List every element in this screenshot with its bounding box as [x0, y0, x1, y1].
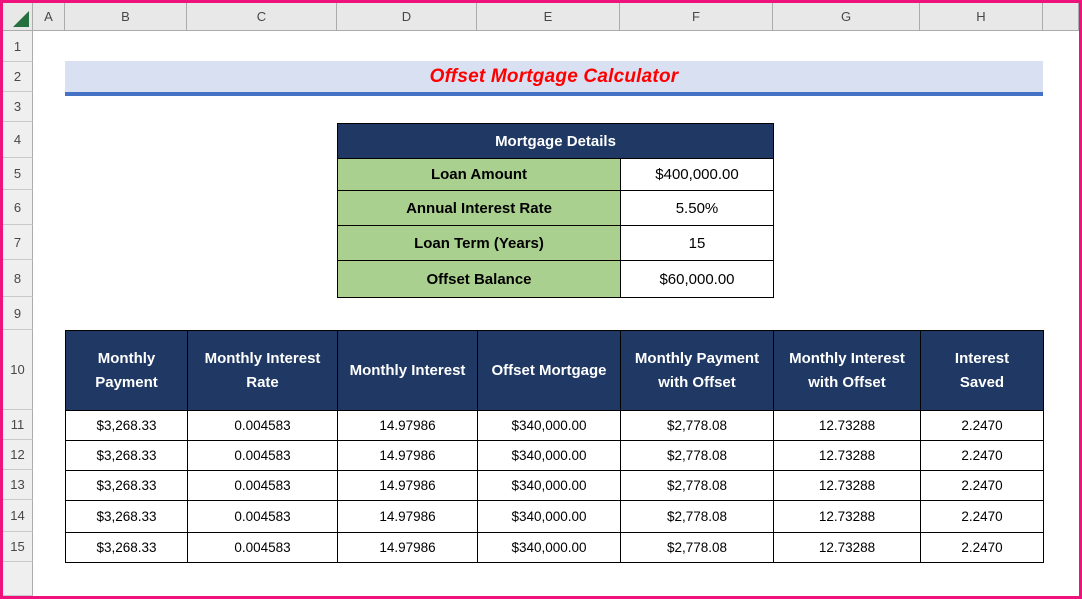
header-interest-saved[interactable]: Interest Saved [920, 330, 1044, 411]
row-header-12[interactable]: 12 [3, 440, 33, 470]
cell[interactable]: $340,000.00 [477, 440, 621, 471]
row-header-9[interactable]: 9 [3, 297, 33, 330]
results-row: $3,268.33 0.004583 14.97986 $340,000.00 … [65, 410, 1044, 441]
cell[interactable]: 14.97986 [337, 532, 478, 563]
row-header-13[interactable]: 13 [3, 470, 33, 500]
cell[interactable]: 0.004583 [187, 500, 338, 533]
cell[interactable]: 2.2470 [920, 410, 1044, 441]
results-table: Monthly Payment Monthly Interest Rate Mo… [65, 330, 1044, 563]
results-row: $3,268.33 0.004583 14.97986 $340,000.00 … [65, 500, 1044, 533]
cell[interactable]: $340,000.00 [477, 470, 621, 501]
results-row: $3,268.33 0.004583 14.97986 $340,000.00 … [65, 440, 1044, 471]
row-header-11[interactable]: 11 [3, 410, 33, 440]
cell[interactable]: $2,778.08 [620, 500, 774, 533]
row-header-7[interactable]: 7 [3, 225, 33, 260]
row-header-partial[interactable] [3, 562, 33, 596]
column-header-c[interactable]: C [187, 3, 337, 31]
header-monthly-interest[interactable]: Monthly Interest [337, 330, 478, 411]
cell[interactable]: $3,268.33 [65, 470, 188, 501]
details-label-loan-term[interactable]: Loan Term (Years) [337, 225, 621, 261]
column-header-b[interactable]: B [65, 3, 187, 31]
column-header-partial[interactable] [1043, 3, 1079, 31]
cell[interactable]: $2,778.08 [620, 440, 774, 471]
results-header-row: Monthly Payment Monthly Interest Rate Mo… [65, 330, 1044, 411]
cell[interactable]: 2.2470 [920, 500, 1044, 533]
cell[interactable]: $3,268.33 [65, 500, 188, 533]
cell[interactable]: $340,000.00 [477, 410, 621, 441]
row-header-15[interactable]: 15 [3, 532, 33, 562]
cell[interactable]: 12.73288 [773, 440, 921, 471]
cell[interactable]: $3,268.33 [65, 410, 188, 441]
header-monthly-payment[interactable]: Monthly Payment [65, 330, 188, 411]
cell[interactable]: $2,778.08 [620, 470, 774, 501]
cell[interactable]: $3,268.33 [65, 440, 188, 471]
row-header-5[interactable]: 5 [3, 158, 33, 190]
header-offset-mortgage[interactable]: Offset Mortgage [477, 330, 621, 411]
row-header-3[interactable]: 3 [3, 92, 33, 122]
header-monthly-interest-offset[interactable]: Monthly Interest with Offset [773, 330, 921, 411]
column-header-d[interactable]: D [337, 3, 477, 31]
cell[interactable]: 12.73288 [773, 410, 921, 441]
row-header-1[interactable]: 1 [3, 31, 33, 62]
cell[interactable]: 12.73288 [773, 532, 921, 563]
mortgage-details-table: Mortgage Details Loan Amount $400,000.00… [337, 123, 774, 298]
details-value-loan-term[interactable]: 15 [620, 225, 774, 261]
cell[interactable]: $3,268.33 [65, 532, 188, 563]
column-header-e[interactable]: E [477, 3, 620, 31]
row-header-4[interactable]: 4 [3, 122, 33, 158]
details-header-cell[interactable]: Mortgage Details [337, 123, 774, 159]
column-header-g[interactable]: G [773, 3, 920, 31]
cell[interactable]: 12.73288 [773, 470, 921, 501]
details-value-interest-rate[interactable]: 5.50% [620, 190, 774, 226]
select-all-corner[interactable] [3, 3, 33, 31]
select-all-triangle-icon [13, 11, 29, 27]
row-header-2[interactable]: 2 [3, 62, 33, 92]
row-header-10[interactable]: 10 [3, 330, 33, 410]
details-label-loan-amount[interactable]: Loan Amount [337, 158, 621, 191]
cell[interactable]: 0.004583 [187, 440, 338, 471]
cell[interactable]: $340,000.00 [477, 500, 621, 533]
column-header-h[interactable]: H [920, 3, 1043, 31]
cell[interactable]: $2,778.08 [620, 410, 774, 441]
cell[interactable]: 14.97986 [337, 410, 478, 441]
details-value-loan-amount[interactable]: $400,000.00 [620, 158, 774, 191]
column-header-a[interactable]: A [33, 3, 65, 31]
details-label-offset-balance[interactable]: Offset Balance [337, 260, 621, 298]
sheet-title-cell[interactable]: Offset Mortgage Calculator [65, 61, 1043, 96]
cell[interactable]: 0.004583 [187, 532, 338, 563]
cell[interactable]: $340,000.00 [477, 532, 621, 563]
column-header-strip: A B C D E F G H [3, 3, 1079, 31]
cell[interactable]: 2.2470 [920, 440, 1044, 471]
cell[interactable]: 0.004583 [187, 410, 338, 441]
header-monthly-interest-rate[interactable]: Monthly Interest Rate [187, 330, 338, 411]
cell[interactable]: 2.2470 [920, 532, 1044, 563]
results-row: $3,268.33 0.004583 14.97986 $340,000.00 … [65, 532, 1044, 563]
sheet-title: Offset Mortgage Calculator [429, 65, 679, 87]
row-header-8[interactable]: 8 [3, 260, 33, 297]
row-header-strip: 1 2 3 4 5 6 7 8 9 10 11 12 13 14 15 [3, 31, 33, 596]
cell[interactable]: $2,778.08 [620, 532, 774, 563]
cell[interactable]: 2.2470 [920, 470, 1044, 501]
cell[interactable]: 12.73288 [773, 500, 921, 533]
cell[interactable]: 14.97986 [337, 440, 478, 471]
row-header-14[interactable]: 14 [3, 500, 33, 532]
column-header-f[interactable]: F [620, 3, 773, 31]
details-label-interest-rate[interactable]: Annual Interest Rate [337, 190, 621, 226]
header-monthly-payment-offset[interactable]: Monthly Payment with Offset [620, 330, 774, 411]
cell[interactable]: 0.004583 [187, 470, 338, 501]
cell[interactable]: 14.97986 [337, 470, 478, 501]
details-value-offset-balance[interactable]: $60,000.00 [620, 260, 774, 298]
row-header-6[interactable]: 6 [3, 190, 33, 225]
results-row: $3,268.33 0.004583 14.97986 $340,000.00 … [65, 470, 1044, 501]
cell[interactable]: 14.97986 [337, 500, 478, 533]
